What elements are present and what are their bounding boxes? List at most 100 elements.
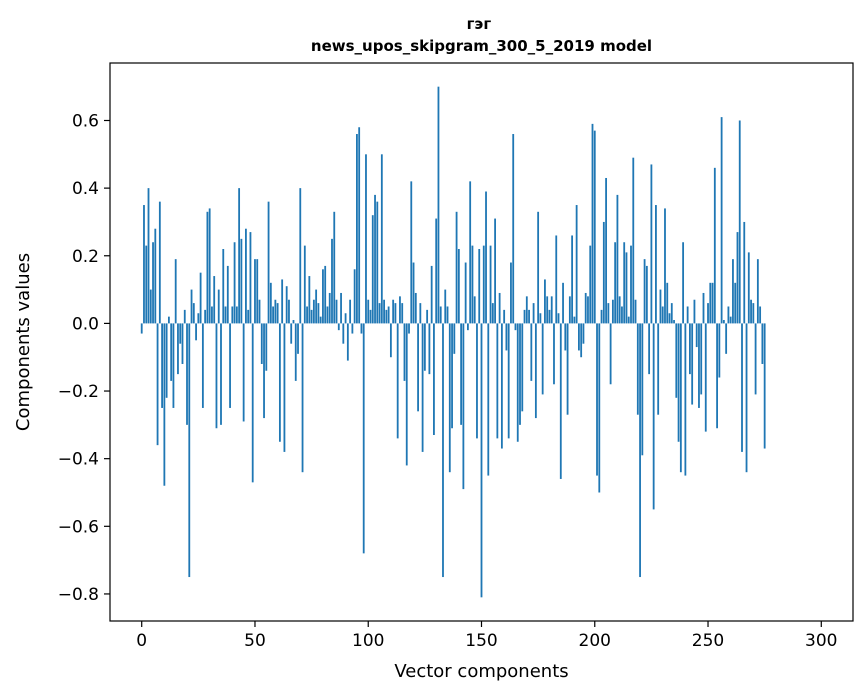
bar-142 (462, 323, 465, 490)
bar-122 (417, 323, 419, 412)
bar-109 (387, 306, 390, 324)
bar-218 (634, 299, 637, 324)
bar-120 (412, 262, 415, 324)
bar-246 (698, 323, 700, 408)
bar-164 (512, 134, 515, 324)
bar-175 (537, 211, 540, 324)
bar-249 (704, 323, 707, 432)
bar-105 (378, 303, 381, 324)
bar-103 (374, 194, 376, 324)
x-tick-label-150: 150 (465, 631, 497, 651)
bar-113 (396, 323, 399, 439)
bar-220 (639, 323, 641, 578)
bar-237 (677, 323, 680, 442)
bar-151 (482, 245, 485, 324)
bar-95 (356, 134, 358, 324)
bar-201 (596, 323, 598, 476)
bar-92 (349, 299, 352, 324)
bar-208 (611, 299, 614, 324)
y-tick-label--0.8: −0.8 (58, 585, 99, 605)
bar-263 (736, 232, 739, 324)
bar-51 (256, 259, 259, 324)
bar-6 (154, 228, 157, 324)
bar-264 (738, 120, 741, 324)
bar-158 (498, 292, 501, 324)
bar-68 (294, 323, 297, 381)
bar-185 (559, 323, 562, 479)
y-tick-label--0.6: −0.6 (58, 517, 99, 537)
bar-205 (605, 177, 607, 324)
bar-45 (242, 323, 245, 422)
bar-168 (521, 323, 524, 412)
chart-title-line-2: news_upos_skipgram_300_5_2019 model (311, 37, 652, 55)
bar-229 (659, 289, 662, 324)
bar-266 (743, 221, 746, 324)
bar-39 (229, 323, 231, 408)
bar-160 (503, 309, 506, 324)
bar-37 (224, 306, 227, 324)
bar-272 (756, 259, 759, 324)
bar-52 (258, 299, 261, 324)
bar-65 (288, 299, 290, 324)
bar-135 (446, 306, 449, 324)
bar-98 (362, 323, 365, 554)
bar-270 (752, 303, 755, 324)
bar-194 (580, 323, 583, 358)
bar-219 (636, 323, 639, 415)
bar-133 (442, 323, 444, 578)
bar-99 (365, 154, 367, 324)
bar-46 (245, 228, 247, 324)
bar-26 (199, 272, 202, 324)
bar-235 (673, 320, 675, 324)
bar-43 (238, 188, 241, 324)
bar-169 (523, 309, 526, 324)
x-tick-label-100: 100 (352, 631, 384, 651)
bar-20 (186, 323, 188, 425)
bar-223 (645, 265, 648, 324)
bar-217 (632, 157, 635, 324)
bar-15 (174, 259, 177, 324)
bar-28 (204, 309, 207, 324)
bar-61 (278, 323, 281, 442)
bar-253 (713, 167, 716, 324)
bar-111 (392, 299, 395, 324)
bar-243 (691, 323, 694, 405)
bar-262 (734, 282, 737, 324)
bar-70 (299, 188, 302, 324)
bar-32 (213, 276, 216, 324)
bar-18 (181, 323, 184, 364)
bar-36 (222, 249, 225, 324)
bar-115 (401, 303, 404, 324)
x-tick-label-0: 0 (136, 631, 147, 651)
bar-148 (476, 323, 478, 439)
x-tick-label-50: 50 (244, 631, 266, 651)
bar-139 (455, 211, 458, 324)
bar-226 (652, 323, 655, 510)
bar-0 (140, 323, 143, 334)
bar-104 (376, 201, 379, 324)
bar-66 (290, 323, 293, 344)
bar-200 (593, 130, 596, 324)
bar-67 (292, 320, 295, 324)
bar-167 (519, 323, 521, 425)
bar-79 (319, 316, 322, 324)
bar-131 (437, 86, 440, 324)
bar-144 (467, 323, 469, 331)
bar-156 (494, 218, 496, 324)
bar-214 (625, 252, 628, 324)
bar-49 (251, 323, 254, 483)
bar-206 (607, 303, 610, 324)
bar-260 (729, 316, 732, 324)
bar-162 (507, 323, 510, 439)
bar-257 (722, 320, 725, 324)
bar-224 (648, 323, 651, 375)
bar-19 (183, 309, 186, 324)
bar-202 (598, 323, 601, 493)
bar-129 (433, 323, 435, 435)
bar-239 (682, 242, 685, 324)
bar-60 (276, 303, 279, 324)
bar-170 (525, 296, 528, 324)
bar-193 (578, 323, 580, 351)
bar-102 (371, 215, 374, 324)
bar-7 (156, 323, 159, 446)
